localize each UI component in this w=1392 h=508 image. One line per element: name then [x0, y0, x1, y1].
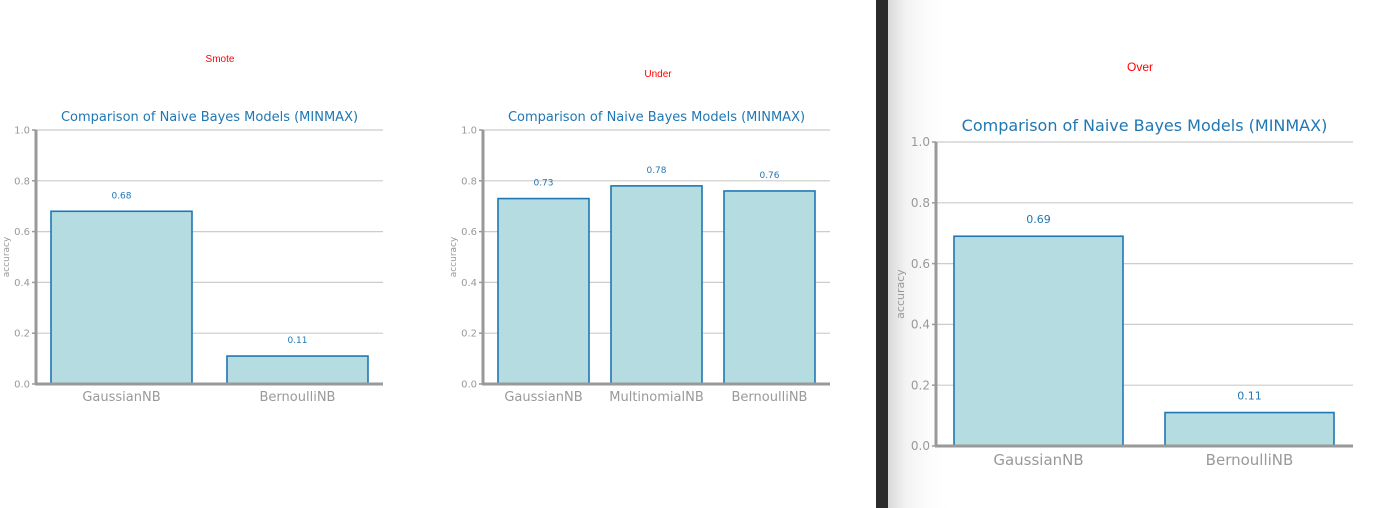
bar: [953, 235, 1124, 447]
bar-chart-svg: Comparison of Naive Bayes Models (MINMAX…: [894, 116, 1353, 469]
y-tick-label: 0.6: [14, 227, 30, 238]
data-label: 0.11: [287, 336, 307, 346]
x-tick-label: MultinomialNB: [609, 390, 703, 405]
bar-chart-svg: Comparison of Naive Bayes Models (MINMAX…: [449, 110, 830, 405]
bar: [723, 190, 816, 385]
bar-chart-svg: Comparison of Naive Bayes Models (MINMAX…: [2, 110, 383, 405]
y-axis-label: accuracy: [2, 236, 12, 277]
y-axis-label: accuracy: [894, 269, 907, 319]
y-tick-label: 0.8: [14, 176, 30, 187]
data-label: 0.68: [111, 191, 131, 201]
y-tick-label: 1.0: [14, 126, 30, 137]
bar: [610, 185, 703, 385]
data-label: 0.69: [1026, 213, 1051, 226]
chart-caption: Smote: [205, 54, 235, 65]
chart-title: Comparison of Naive Bayes Models (MINMAX…: [962, 116, 1328, 135]
y-tick-label: 0.4: [14, 278, 30, 289]
y-tick-label: 0.6: [461, 227, 477, 238]
y-tick-label: 0.0: [911, 439, 930, 453]
chart-panel-over: Over Comparison of Naive Bayes Models (M…: [888, 0, 1392, 508]
x-tick-label: GaussianNB: [504, 390, 582, 405]
data-label: 0.78: [646, 166, 666, 176]
y-tick-label: 0.2: [14, 329, 30, 340]
y-tick-label: 1.0: [461, 126, 477, 137]
y-tick-label: 1.0: [911, 135, 930, 149]
y-tick-label: 0.4: [911, 318, 930, 332]
x-tick-label: GaussianNB: [82, 390, 160, 405]
x-tick-label: BernoulliNB: [732, 390, 808, 405]
x-tick-label: BernoulliNB: [1206, 451, 1294, 469]
y-axis-label: accuracy: [449, 236, 459, 277]
bar: [226, 355, 369, 385]
data-label: 0.73: [533, 179, 553, 189]
bar: [497, 197, 590, 385]
chart-panel-smote: Smote Comparison of Naive Bayes Models (…: [0, 0, 440, 508]
y-tick-label: 0.0: [14, 380, 30, 391]
x-tick-label: GaussianNB: [993, 451, 1083, 469]
chart-panel-under: Under Comparison of Naive Bayes Models (…: [440, 0, 876, 508]
y-tick-label: 0.8: [461, 176, 477, 187]
y-tick-label: 0.0: [461, 380, 477, 391]
chart-caption: Under: [644, 69, 672, 80]
data-label: 0.11: [1237, 390, 1262, 403]
y-tick-label: 0.4: [461, 278, 477, 289]
data-label: 0.76: [759, 171, 779, 181]
bar: [1164, 411, 1335, 447]
chart-caption: Over: [1126, 60, 1153, 74]
bar: [50, 210, 193, 385]
y-tick-label: 0.6: [911, 257, 930, 271]
y-tick-label: 0.8: [911, 196, 930, 210]
chart-title: Comparison of Naive Bayes Models (MINMAX…: [508, 110, 805, 125]
chart-title: Comparison of Naive Bayes Models (MINMAX…: [61, 110, 358, 125]
y-tick-label: 0.2: [911, 378, 930, 392]
window-divider: [876, 0, 888, 508]
x-tick-label: BernoulliNB: [260, 390, 336, 405]
y-tick-label: 0.2: [461, 329, 477, 340]
